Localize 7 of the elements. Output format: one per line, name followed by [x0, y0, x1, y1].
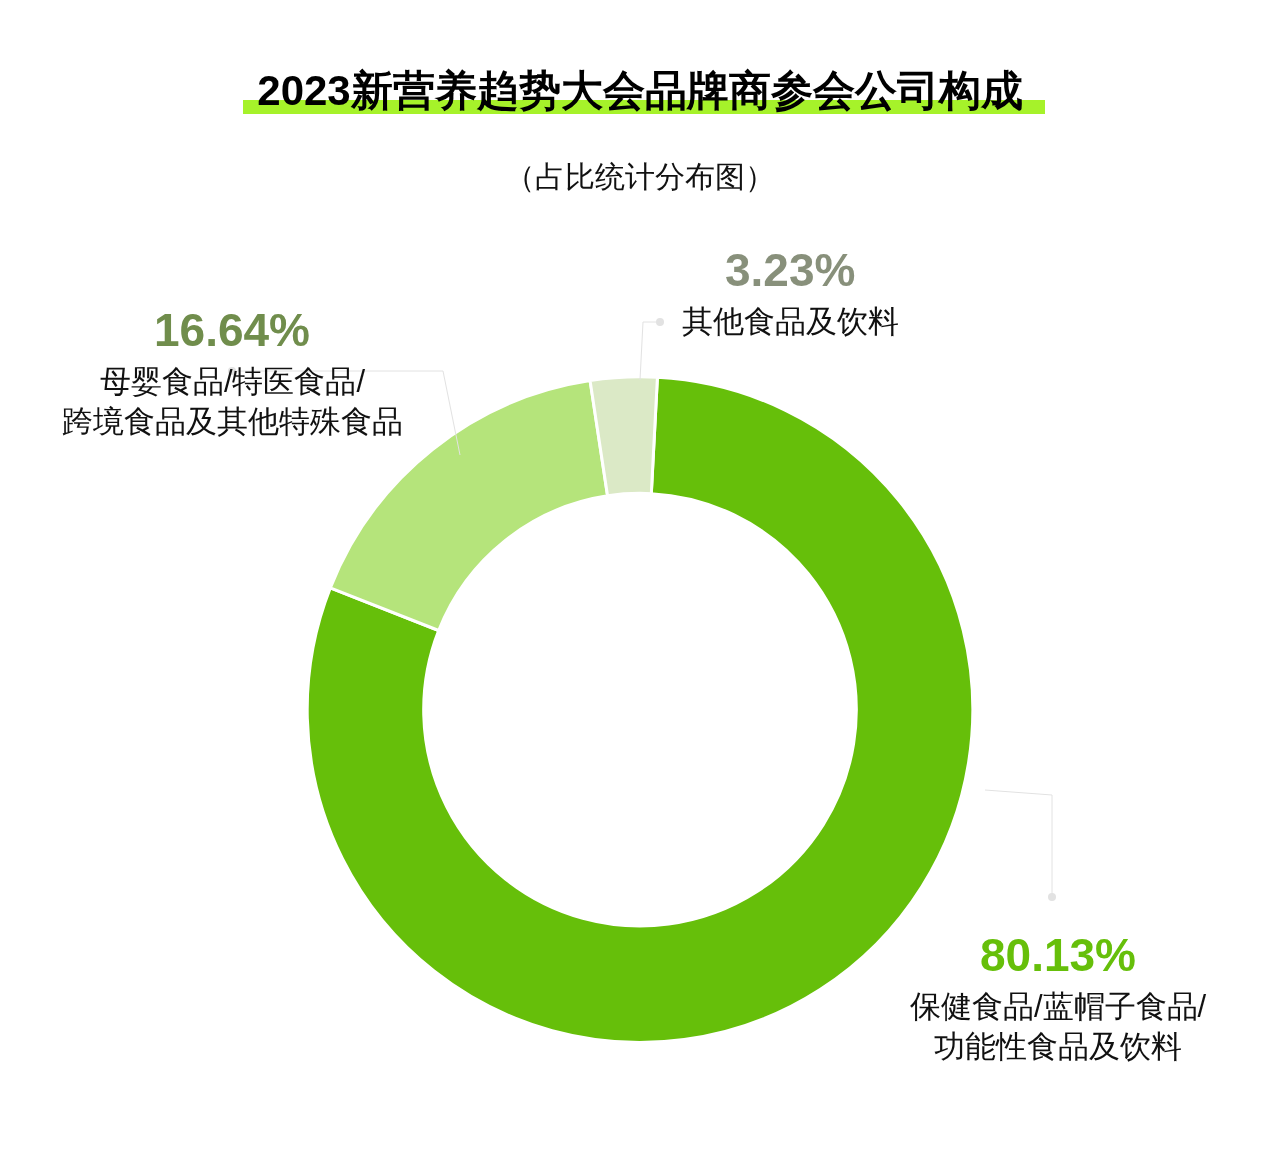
data-label: 80.13% [980, 929, 1137, 981]
slice-label: 其他食品及饮料 [682, 304, 899, 339]
data-label: 3.23% [725, 244, 856, 296]
data-label: 16.64% [154, 304, 311, 356]
chart-subtitle: （占比统计分布图） [505, 160, 775, 193]
slice-label: 保健食品/蓝帽子食品/功能性食品及饮料 [910, 989, 1207, 1065]
slice-label: 母婴食品/特医食品/跨境食品及其他特殊食品 [62, 364, 403, 440]
